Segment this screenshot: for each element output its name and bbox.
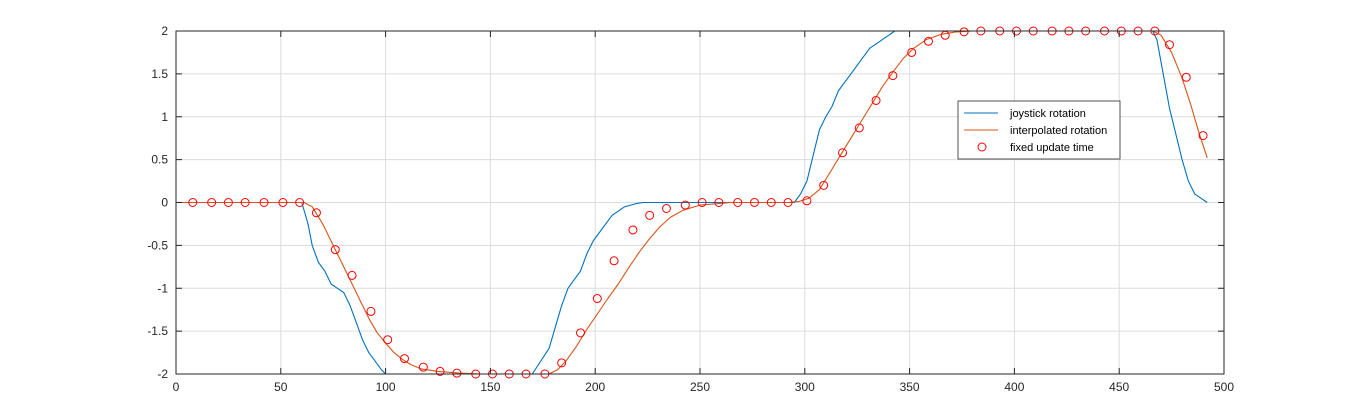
y-tick-label-1: -1.5 bbox=[147, 324, 168, 338]
data-point-31 bbox=[733, 198, 743, 207]
data-point-41 bbox=[907, 47, 917, 57]
data-point-5 bbox=[278, 198, 288, 207]
x-tick-label-4: 200 bbox=[585, 380, 605, 394]
y-tick-label-2: -1 bbox=[157, 281, 168, 295]
x-tick-label-8: 400 bbox=[1004, 380, 1024, 394]
data-point-34 bbox=[783, 198, 793, 207]
data-point-44 bbox=[959, 27, 969, 37]
legend-label-joystick: joystick rotation bbox=[1009, 108, 1086, 120]
data-point-24 bbox=[609, 256, 619, 266]
data-point-30 bbox=[714, 198, 724, 207]
data-point-8 bbox=[330, 245, 340, 255]
x-tick-label-10: 500 bbox=[1214, 380, 1234, 394]
data-point-10 bbox=[366, 306, 376, 316]
legend: joystick rotation interpolated rotation … bbox=[957, 100, 1121, 160]
x-tick-label-2: 100 bbox=[376, 380, 396, 394]
data-point-42 bbox=[923, 36, 933, 46]
data-point-43 bbox=[940, 30, 950, 40]
y-tick-label-0: -2 bbox=[157, 367, 168, 381]
data-point-1 bbox=[207, 198, 217, 207]
y-tick-label-5: 0.5 bbox=[151, 153, 168, 167]
data-point-2 bbox=[223, 198, 233, 207]
data-point-27 bbox=[661, 204, 671, 214]
y-tick-label-7: 1.5 bbox=[151, 67, 168, 81]
x-tick-label-5: 250 bbox=[690, 380, 710, 394]
data-point-0 bbox=[188, 198, 198, 207]
data-point-13 bbox=[418, 362, 428, 372]
data-point-4 bbox=[259, 198, 269, 207]
data-point-35 bbox=[802, 196, 812, 206]
legend-label-fixed-update: fixed update time bbox=[1010, 142, 1094, 154]
data-point-58 bbox=[1198, 131, 1208, 141]
legend-item-joystick: joystick rotation bbox=[964, 108, 1086, 120]
data-point-21 bbox=[557, 358, 567, 368]
data-point-22 bbox=[576, 328, 586, 338]
data-point-14 bbox=[435, 366, 445, 376]
data-point-15 bbox=[452, 368, 462, 378]
data-point-3 bbox=[240, 198, 250, 207]
data-point-29 bbox=[697, 198, 707, 207]
x-tick-label-0: 0 bbox=[173, 380, 180, 394]
data-point-11 bbox=[383, 335, 393, 345]
data-point-23 bbox=[592, 294, 602, 304]
x-tick-label-9: 450 bbox=[1109, 380, 1129, 394]
data-point-9 bbox=[347, 270, 357, 280]
legend-label-interpolated: interpolated rotation bbox=[1010, 125, 1107, 137]
x-tick-label-7: 350 bbox=[900, 380, 920, 394]
data-point-7 bbox=[311, 208, 321, 218]
legend-item-fixed-update: fixed update time bbox=[977, 142, 1094, 154]
x-tick-label-3: 150 bbox=[480, 380, 500, 394]
data-point-38 bbox=[854, 123, 864, 133]
data-point-6 bbox=[295, 198, 305, 207]
data-point-33 bbox=[766, 198, 776, 207]
data-point-56 bbox=[1165, 40, 1175, 50]
data-point-37 bbox=[838, 148, 848, 158]
data-point-39 bbox=[871, 95, 881, 105]
tick-layer: 0 50 100 150 200 250 300 350 400 450 500 -2 -1.5 -1 -0… bbox=[147, 24, 1234, 394]
legend-item-interpolated: interpolated rotation bbox=[964, 125, 1107, 137]
data-point-40 bbox=[888, 71, 898, 81]
data-point-32 bbox=[749, 198, 759, 207]
data-point-28 bbox=[680, 200, 690, 210]
data-point-12 bbox=[399, 354, 409, 364]
y-tick-label-8: 2 bbox=[161, 24, 168, 38]
data-point-25 bbox=[628, 225, 638, 235]
y-tick-label-3: -0.5 bbox=[147, 238, 168, 252]
data-point-36 bbox=[819, 180, 829, 190]
data-point-57 bbox=[1181, 72, 1191, 82]
y-tick-label-4: 0 bbox=[161, 196, 168, 210]
y-tick-label-6: 1 bbox=[161, 110, 168, 124]
data-point-26 bbox=[645, 210, 655, 220]
legend-marker-fixed-update bbox=[977, 142, 987, 152]
x-tick-label-6: 300 bbox=[795, 380, 815, 394]
x-tick-label-1: 50 bbox=[274, 380, 288, 394]
